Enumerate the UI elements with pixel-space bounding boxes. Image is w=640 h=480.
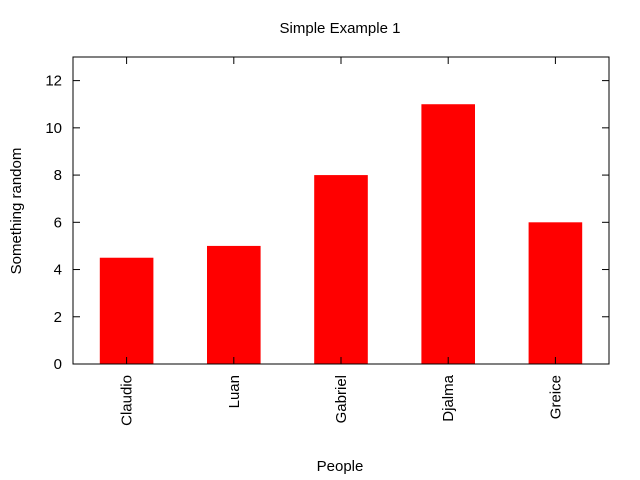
y-tick-label: 6 (54, 214, 62, 231)
bar-gabriel (314, 175, 368, 364)
y-tick-label: 2 (54, 309, 62, 326)
chart-title: Simple Example 1 (280, 20, 401, 37)
x-axis-label: People (317, 458, 364, 475)
y-tick-label: 10 (45, 120, 62, 137)
x-tick-label-gabriel: Gabriel (333, 375, 350, 423)
y-tick-label: 0 (54, 356, 62, 373)
tick-labels-layer: 0 2 4 6 8 10 12 Claudio Luan Gabriel Djalma Greice (45, 73, 564, 426)
x-tick-label-djalma: Djalma (440, 374, 457, 421)
bar-greice (528, 222, 583, 364)
y-tick-label: 12 (45, 73, 62, 90)
ticks-layer (73, 57, 609, 365)
bar-luan (207, 245, 261, 364)
x-tick-label-greice: Greice (547, 375, 564, 419)
y-tick-label: 8 (54, 167, 62, 184)
bar-claudio (99, 257, 154, 364)
x-tick-label-claudio: Claudio (119, 375, 136, 426)
plot-frame (72, 56, 610, 365)
bars-layer (99, 104, 583, 364)
y-axis-label: Something random (8, 148, 25, 275)
y-tick-label: 4 (54, 262, 62, 279)
x-tick-label-luan: Luan (226, 375, 243, 408)
bar-djalma (421, 104, 475, 364)
